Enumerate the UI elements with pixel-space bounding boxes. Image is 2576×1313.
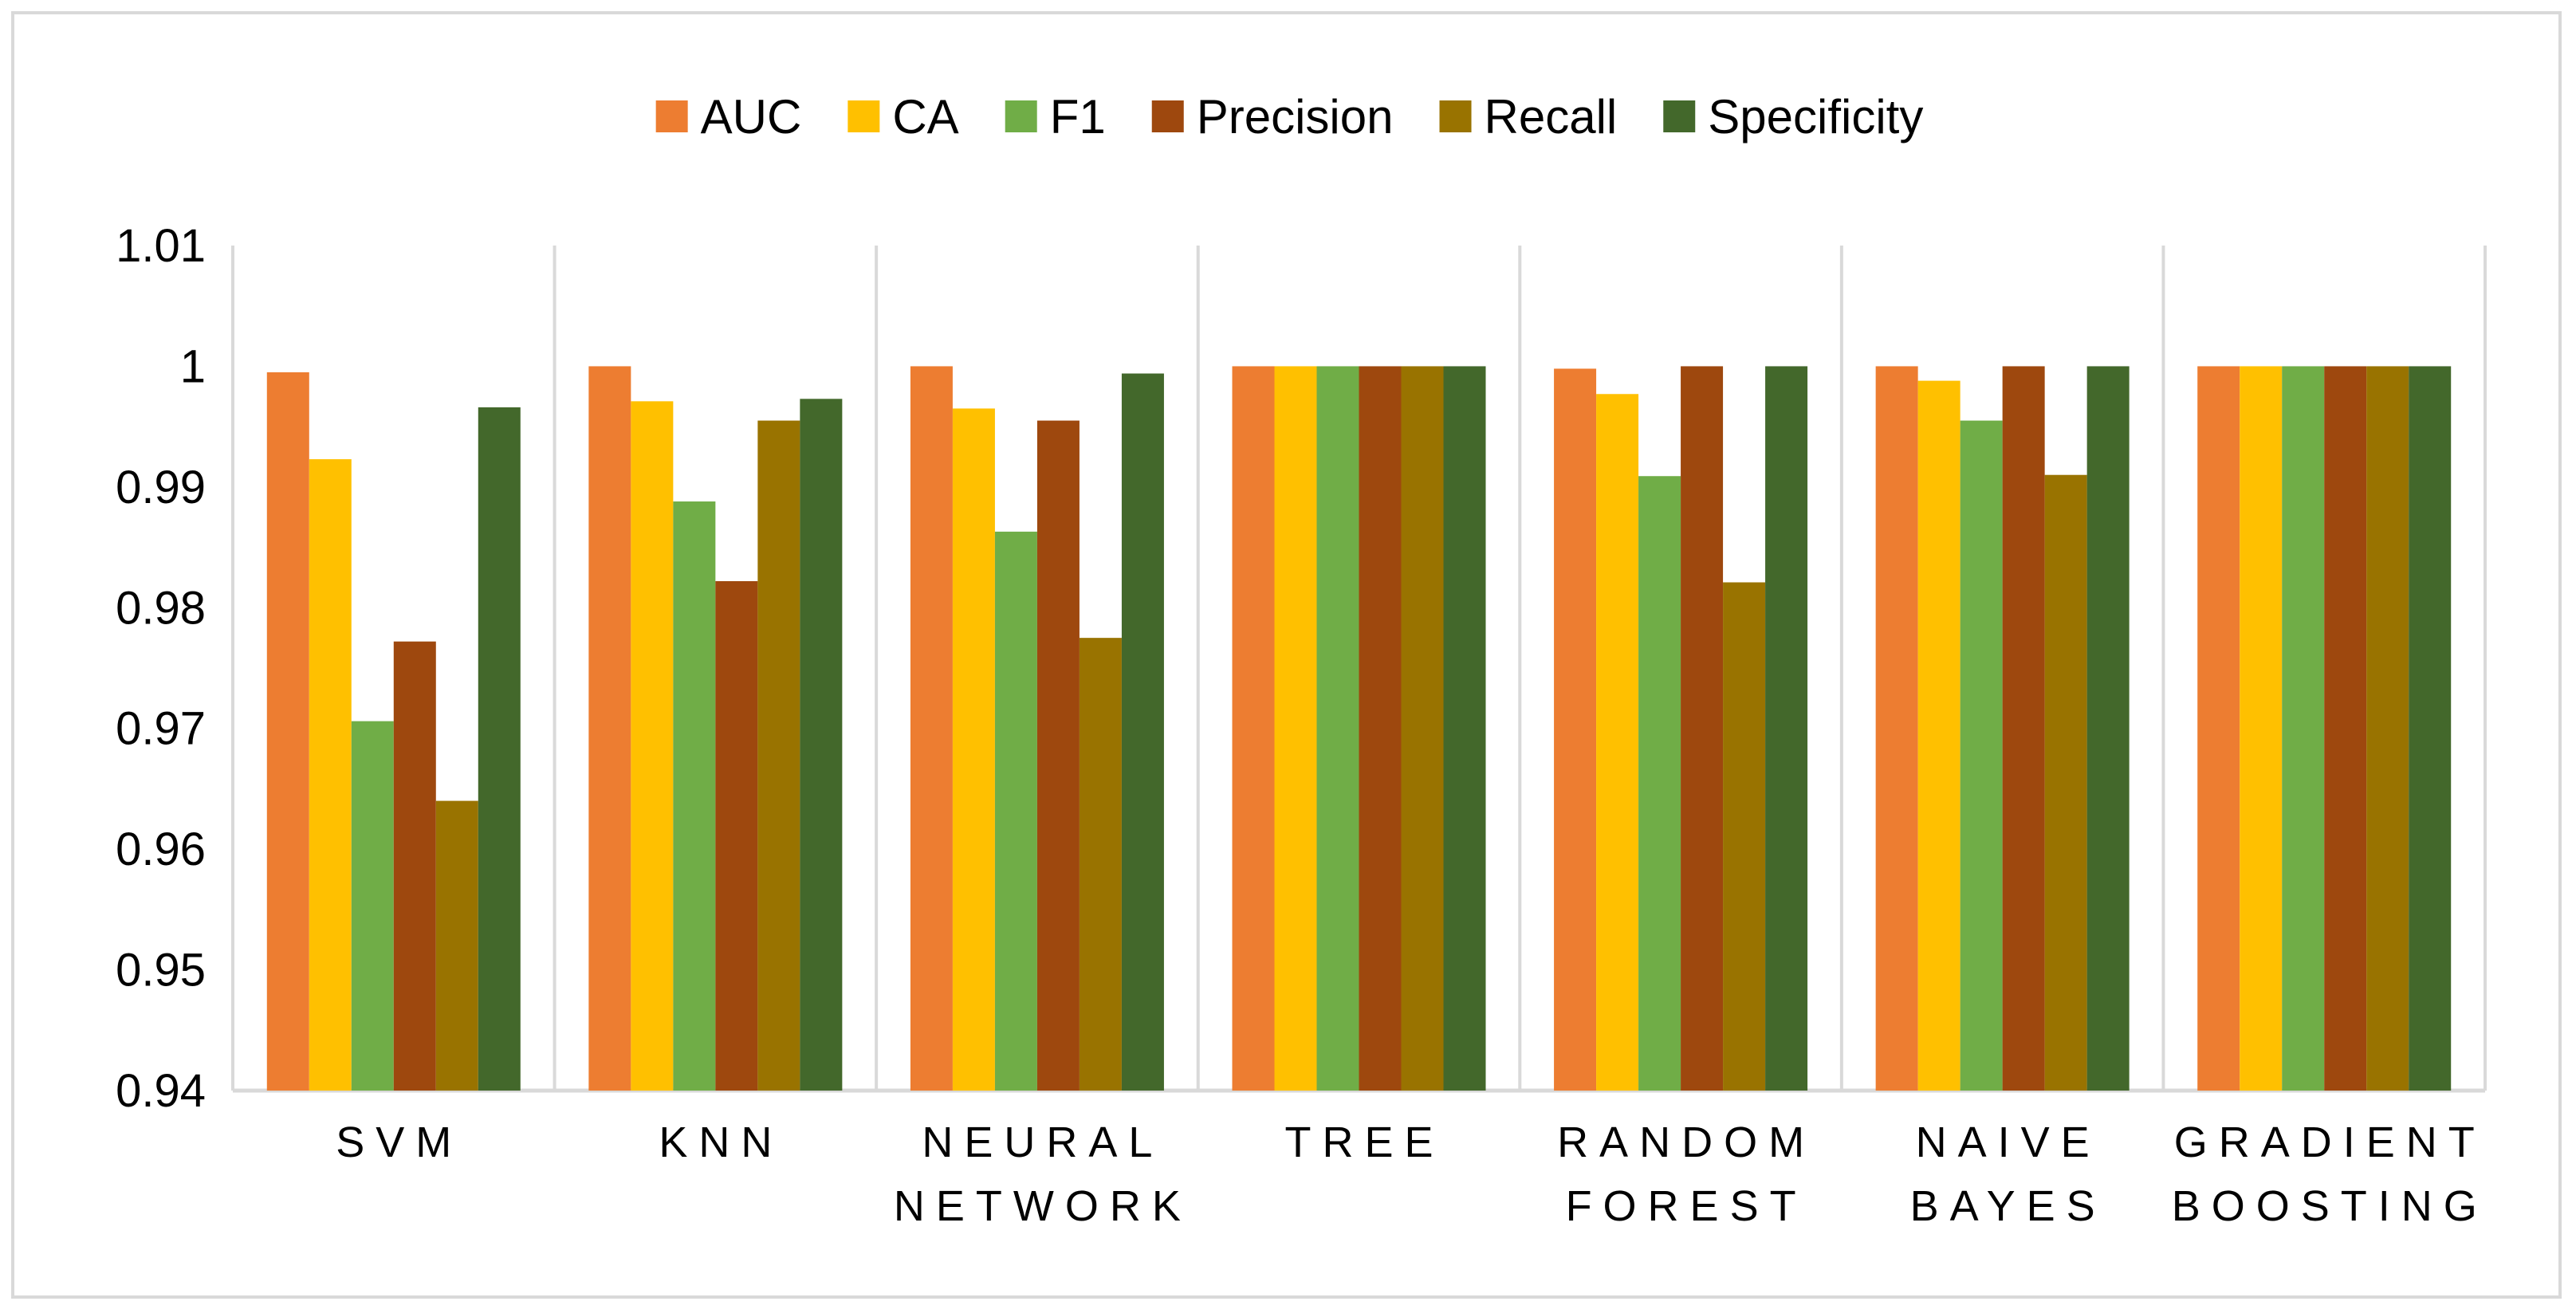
category-label: FOREST xyxy=(1566,1182,1807,1230)
legend-label-auc: AUC xyxy=(701,90,802,143)
bar-precision-7 xyxy=(2324,366,2367,1091)
legend-swatch-precision xyxy=(1151,100,1184,132)
bar-auc-1 xyxy=(266,372,309,1091)
category-label: NAIVE xyxy=(1916,1118,2101,1166)
bar-recall-1 xyxy=(435,800,478,1091)
bar-recall-2 xyxy=(757,420,800,1091)
bar-f1-5 xyxy=(1638,476,1681,1091)
bar-ca-3 xyxy=(952,408,995,1091)
legend-swatch-f1 xyxy=(1005,100,1037,132)
legend-swatch-recall xyxy=(1439,100,1472,132)
y-tick-label: 0.94 xyxy=(116,1065,206,1117)
bar-precision-4 xyxy=(1359,366,1402,1091)
bar-specificity-3 xyxy=(1121,373,1164,1091)
y-tick-label: 0.95 xyxy=(116,945,206,997)
bar-specificity-4 xyxy=(1443,366,1486,1091)
bar-specificity-2 xyxy=(800,399,843,1091)
category-label: KNN xyxy=(659,1118,783,1166)
y-tick-label: 1 xyxy=(180,340,206,392)
bar-specificity-1 xyxy=(478,407,521,1091)
bar-auc-4 xyxy=(1232,366,1275,1091)
bar-precision-5 xyxy=(1681,366,1724,1091)
bar-layer xyxy=(266,366,2452,1091)
bar-f1-6 xyxy=(1960,420,2003,1091)
legend-label-ca: CA xyxy=(892,90,958,143)
bar-auc-2 xyxy=(588,366,631,1091)
bar-specificity-6 xyxy=(2086,366,2130,1091)
bar-specificity-7 xyxy=(2409,366,2452,1091)
axis-layer: 0.94 0.95 0.96 0.97 0.98 0.99 1 1.01 SVM KNN NEURA… xyxy=(116,220,2488,1230)
bar-recall-4 xyxy=(1401,366,1444,1091)
category-label: SVM xyxy=(336,1118,462,1166)
bar-precision-1 xyxy=(393,641,436,1091)
category-label: RANDOM xyxy=(1557,1118,1815,1166)
bar-ca-6 xyxy=(1917,380,1961,1091)
bar-specificity-5 xyxy=(1765,366,1808,1091)
bar-ca-5 xyxy=(1596,394,1639,1091)
y-tick-label: 0.96 xyxy=(116,824,206,875)
legend-label-precision: Precision xyxy=(1197,90,1394,143)
bar-precision-3 xyxy=(1036,420,1080,1091)
category-label: NETWORK xyxy=(894,1182,1192,1230)
bar-precision-6 xyxy=(2002,366,2045,1091)
legend-swatch-specificity xyxy=(1663,100,1696,132)
y-tick-label: 0.98 xyxy=(116,582,206,634)
legend-label-recall: Recall xyxy=(1485,90,1618,143)
bar-ca-1 xyxy=(309,459,352,1091)
bar-auc-6 xyxy=(1875,366,1918,1091)
y-tick-label: 1.01 xyxy=(116,220,206,272)
legend: AUC CA F1 Precision Recall Specificity xyxy=(655,90,1923,143)
y-tick-label: 0.99 xyxy=(116,462,206,513)
bar-ca-7 xyxy=(2240,366,2283,1091)
bar-recall-5 xyxy=(1723,582,1766,1091)
bar-f1-1 xyxy=(351,721,394,1091)
legend-swatch-auc xyxy=(655,100,688,132)
bar-ca-2 xyxy=(631,401,674,1091)
bar-auc-3 xyxy=(910,366,953,1091)
bar-recall-6 xyxy=(2044,474,2087,1091)
y-tick-label: 0.97 xyxy=(116,703,206,755)
chart-frame: 0.94 0.95 0.96 0.97 0.98 0.99 1 1.01 SVM KNN NEURA… xyxy=(11,11,2562,1299)
legend-label-specificity: Specificity xyxy=(1708,90,1923,143)
category-label: NEURAL xyxy=(922,1118,1163,1166)
bar-chart: 0.94 0.95 0.96 0.97 0.98 0.99 1 1.01 SVM KNN NEURA… xyxy=(116,90,2488,1230)
bar-f1-3 xyxy=(994,531,1037,1091)
bar-auc-7 xyxy=(2197,366,2240,1091)
legend-label-f1: F1 xyxy=(1050,90,1106,143)
bar-precision-2 xyxy=(715,580,758,1091)
legend-swatch-ca xyxy=(848,100,880,132)
bar-f1-4 xyxy=(1316,366,1359,1091)
category-label: TREE xyxy=(1284,1118,1444,1166)
category-label: GRADIENT xyxy=(2174,1118,2486,1166)
bar-f1-7 xyxy=(2282,366,2325,1091)
bar-f1-2 xyxy=(673,501,716,1091)
category-label: BAYES xyxy=(1910,1182,2106,1230)
bar-recall-3 xyxy=(1079,638,1122,1091)
category-label: BOOSTING xyxy=(2172,1182,2488,1230)
bar-ca-4 xyxy=(1274,366,1317,1091)
bar-auc-5 xyxy=(1554,368,1597,1091)
bar-recall-7 xyxy=(2366,366,2409,1091)
